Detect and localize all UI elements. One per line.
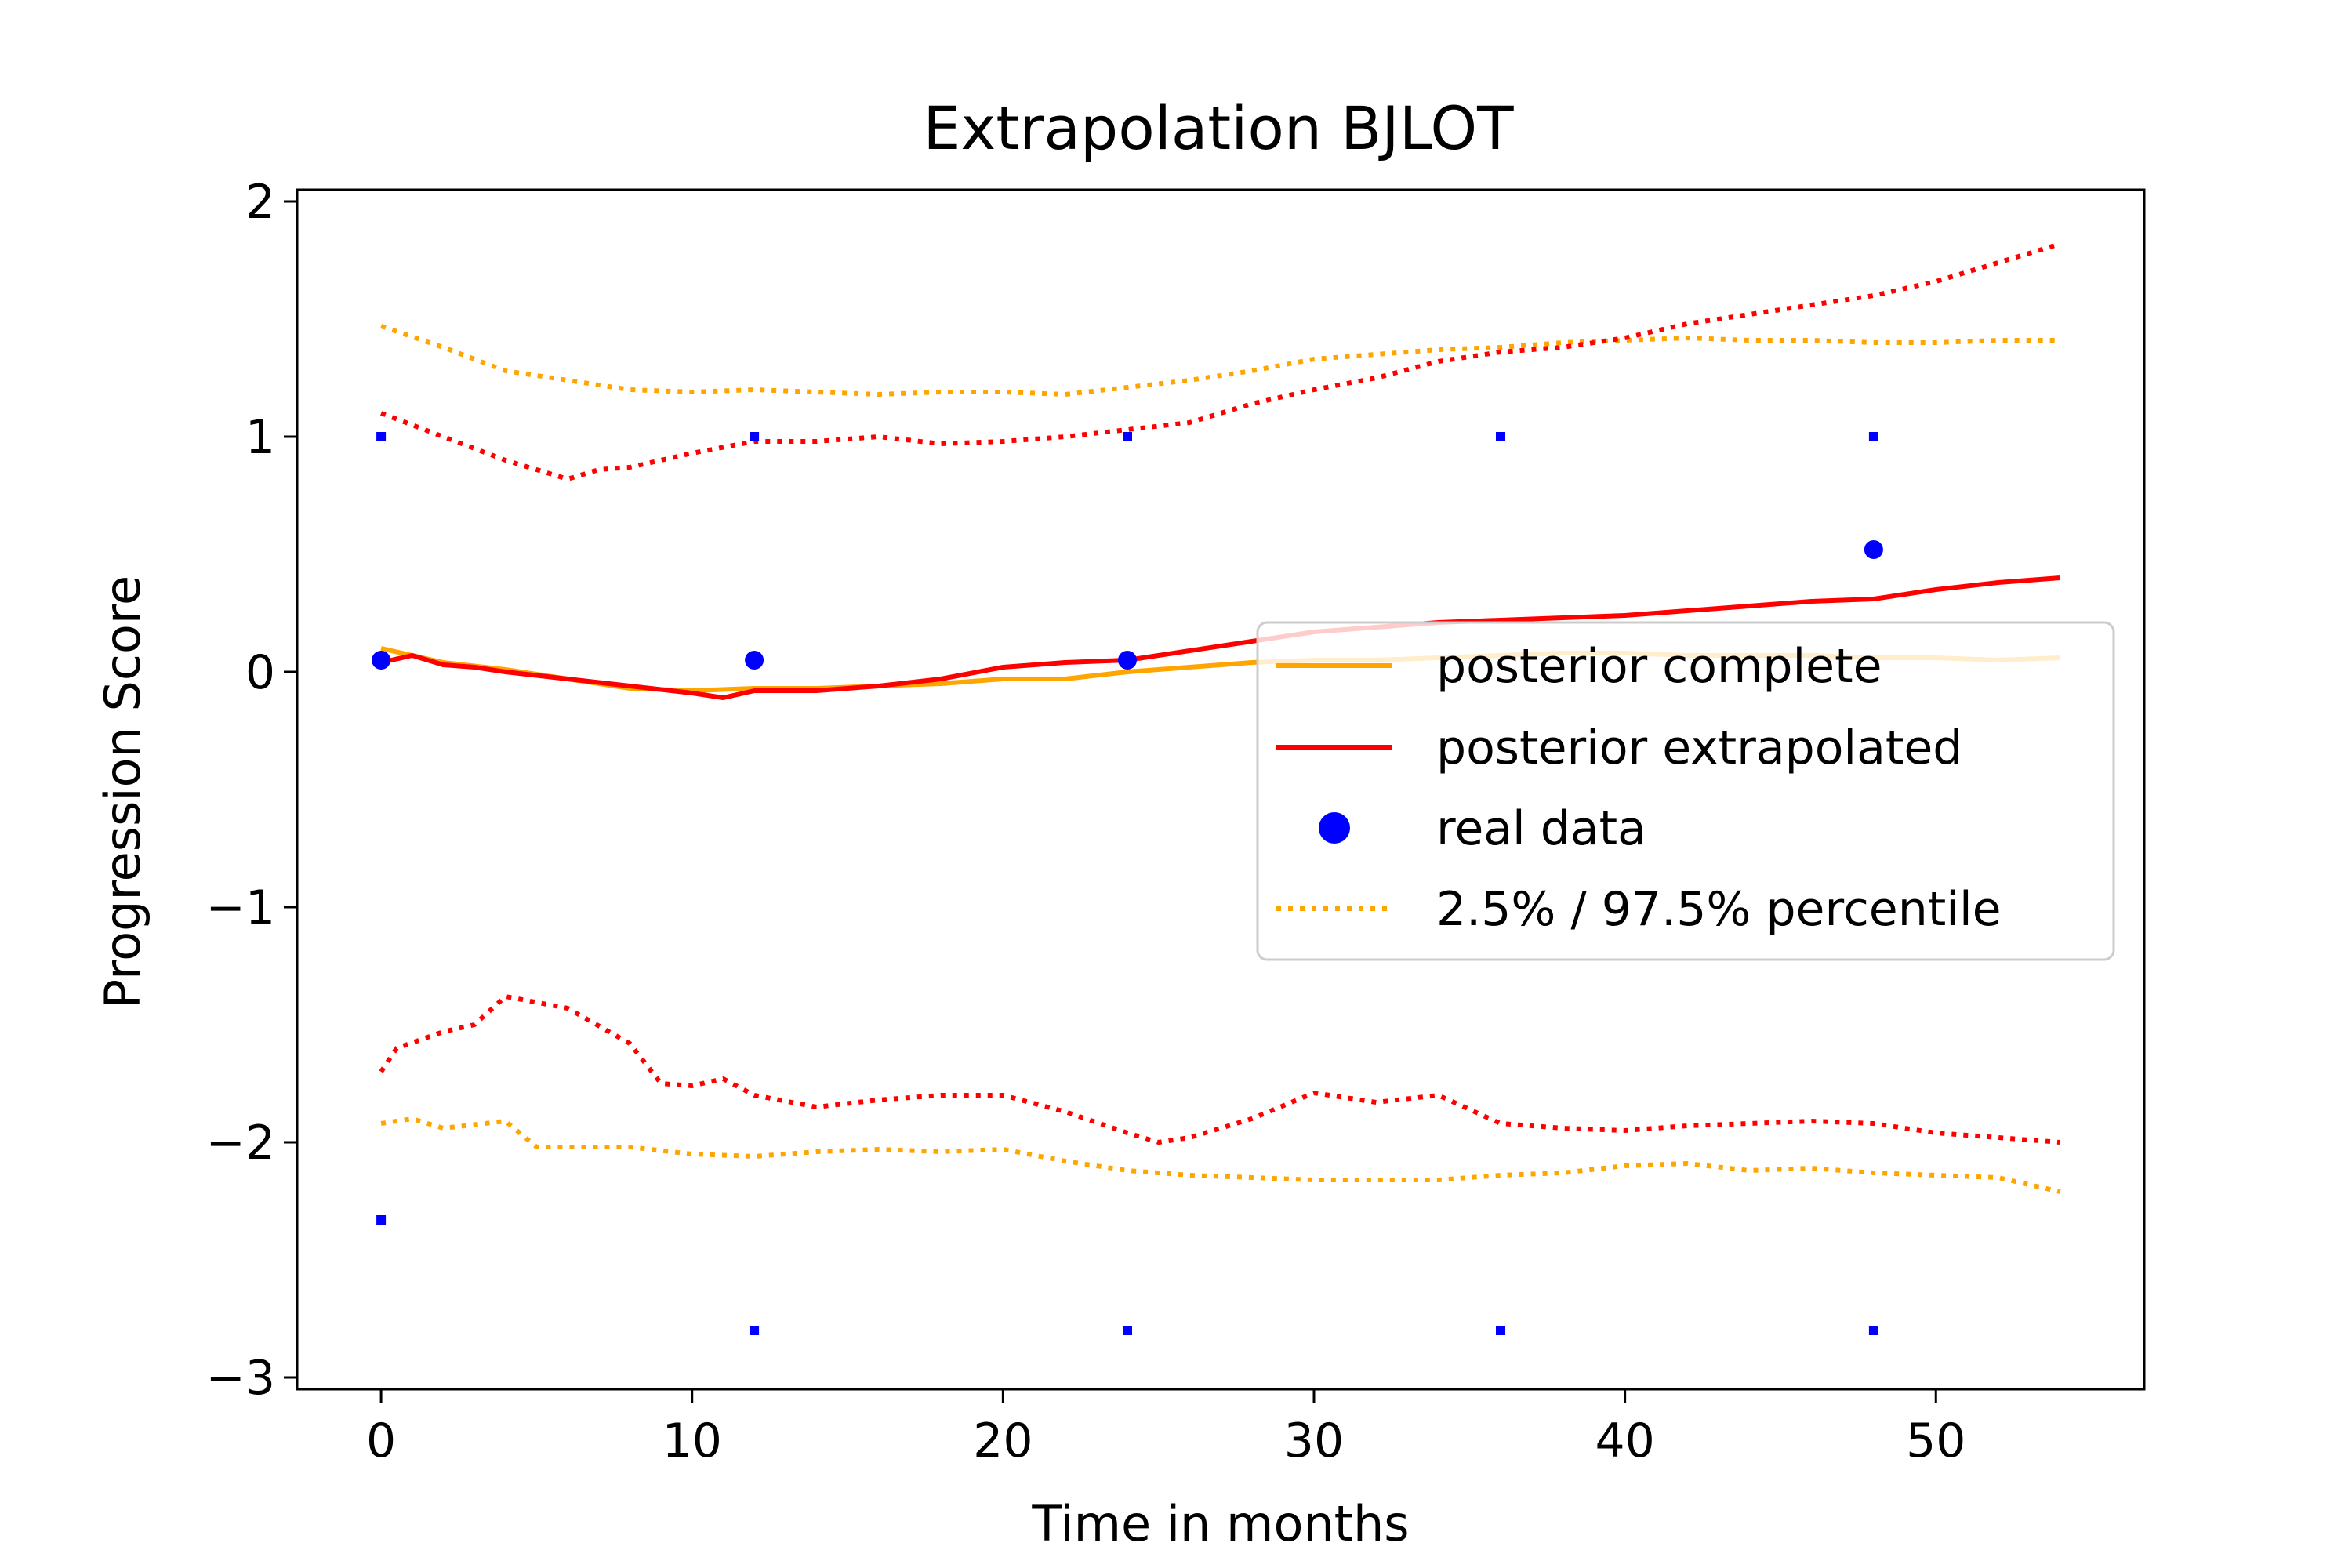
y-axis-label: Progression Score	[94, 575, 151, 1008]
y-tick-label: 2	[245, 175, 275, 230]
legend-box	[1256, 621, 2115, 961]
legend-label-percentile: 2.5% / 97.5% percentile	[1436, 882, 2002, 937]
small-marker	[1868, 432, 1878, 441]
y-tick-label: 1	[245, 410, 275, 465]
small-marker	[376, 432, 387, 441]
small-marker	[1496, 1326, 1505, 1335]
legend-label-posterior-extrapolated: posterior extrapolated	[1436, 720, 1962, 775]
small-marker	[750, 1326, 760, 1335]
small-marker	[1123, 1326, 1132, 1335]
series-line-5	[379, 994, 2061, 1145]
x-tick-label: 20	[973, 1414, 1033, 1468]
real-data-point	[1864, 540, 1883, 559]
legend-label-real-data: real data	[1436, 801, 1646, 856]
small-marker	[1868, 1326, 1878, 1335]
small-marker	[750, 432, 760, 441]
y-tick-label: −2	[206, 1116, 275, 1171]
legend-label-posterior-complete: posterior complete	[1436, 639, 1882, 694]
real-data-point	[1118, 651, 1137, 670]
x-axis: 0 10 20 30 40 50	[366, 1389, 1965, 1468]
x-axis-label: Time in months	[1031, 1495, 1409, 1552]
y-tick-label: −1	[206, 880, 275, 935]
y-tick-label: −3	[206, 1351, 275, 1406]
series-line-2	[380, 324, 2060, 397]
series-line-4	[380, 241, 2061, 481]
chart-title: Extrapolation BJLOT	[923, 93, 1514, 163]
real-data-point	[745, 651, 764, 670]
real-data-point	[372, 651, 391, 670]
x-tick-label: 50	[1906, 1414, 1965, 1468]
small-marker	[1123, 432, 1132, 441]
legend-swatch-real-data	[1319, 812, 1350, 844]
y-axis: −3 −2 −1 0 1 2	[206, 175, 297, 1406]
series-line-3	[380, 1116, 2061, 1194]
x-tick-label: 30	[1284, 1414, 1344, 1468]
legend: posterior complete posterior extrapolate…	[1256, 621, 2115, 961]
small-marker	[376, 1215, 387, 1225]
small-marker	[1496, 432, 1505, 441]
x-tick-label: 0	[366, 1414, 396, 1468]
plot-frame	[296, 188, 2146, 1391]
x-tick-label: 10	[662, 1414, 722, 1468]
y-tick-label: 0	[245, 645, 275, 700]
x-tick-label: 40	[1595, 1414, 1654, 1468]
